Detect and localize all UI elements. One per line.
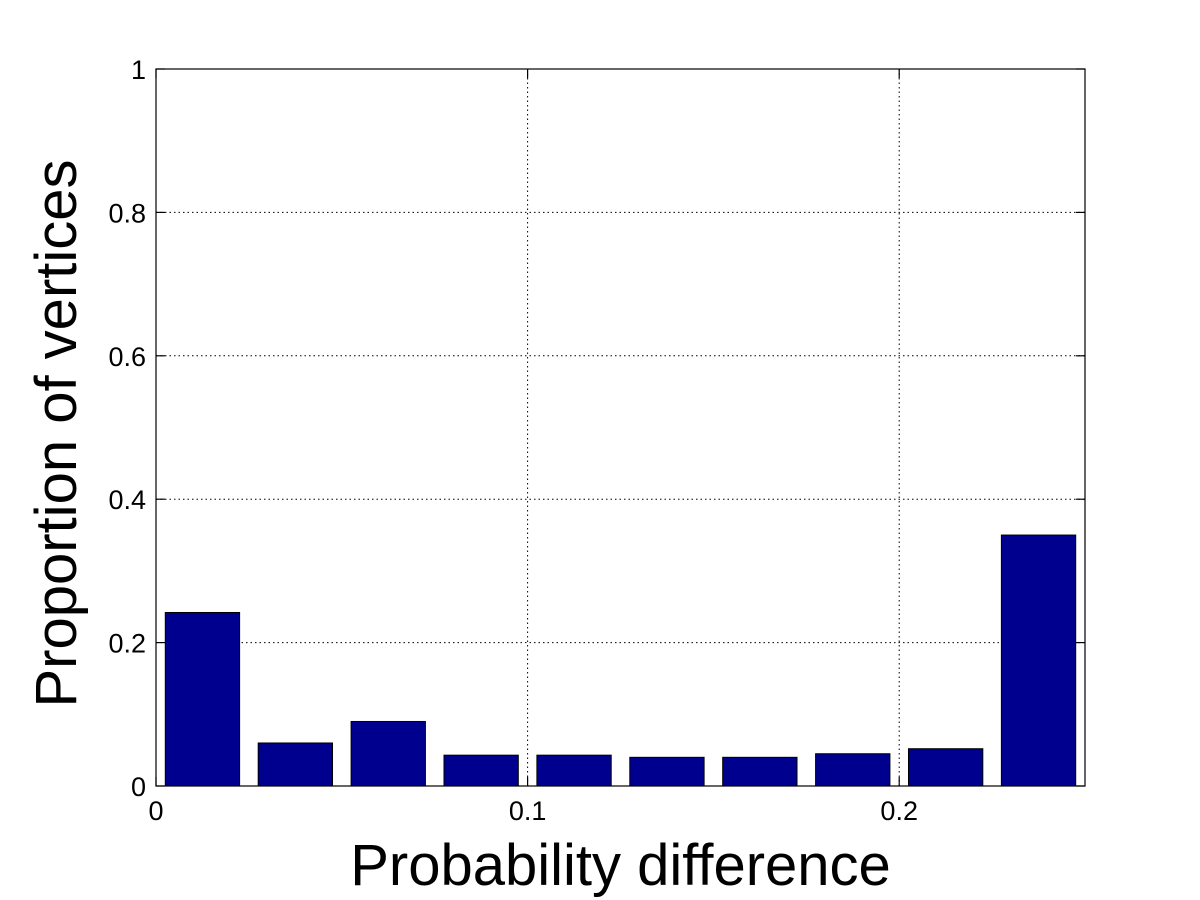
y-tick-label: 0.8	[108, 198, 146, 228]
bar	[350, 720, 426, 787]
bar	[629, 756, 705, 787]
tick-labels: 0 0.1 0.2 0 0.2 0.4 0.6 0.8 1	[108, 55, 918, 826]
x-axis-label: Probability difference	[350, 833, 891, 898]
axes-frame	[155, 68, 1086, 787]
grid-lines	[156, 69, 1085, 786]
bar	[1000, 534, 1077, 787]
bar	[536, 754, 612, 787]
bar	[443, 754, 519, 787]
y-tick-label: 0.2	[108, 629, 146, 659]
bar	[815, 753, 891, 787]
y-tick-label: 1	[131, 55, 146, 85]
x-tick-label: 0	[148, 796, 163, 826]
bar	[907, 748, 984, 787]
y-tick-label: 0.4	[108, 485, 146, 515]
y-tick-label: 0.6	[108, 342, 146, 372]
axis-ticks	[155, 68, 1085, 787]
y-axis-label: Proportion of vertices	[24, 159, 89, 707]
bar	[164, 611, 241, 787]
bar-series	[164, 534, 1077, 787]
y-tick-label: 0	[131, 772, 146, 802]
bar	[257, 742, 334, 787]
x-tick-label: 0.1	[509, 796, 547, 826]
bar	[722, 756, 798, 787]
x-tick-label: 0.2	[880, 796, 918, 826]
